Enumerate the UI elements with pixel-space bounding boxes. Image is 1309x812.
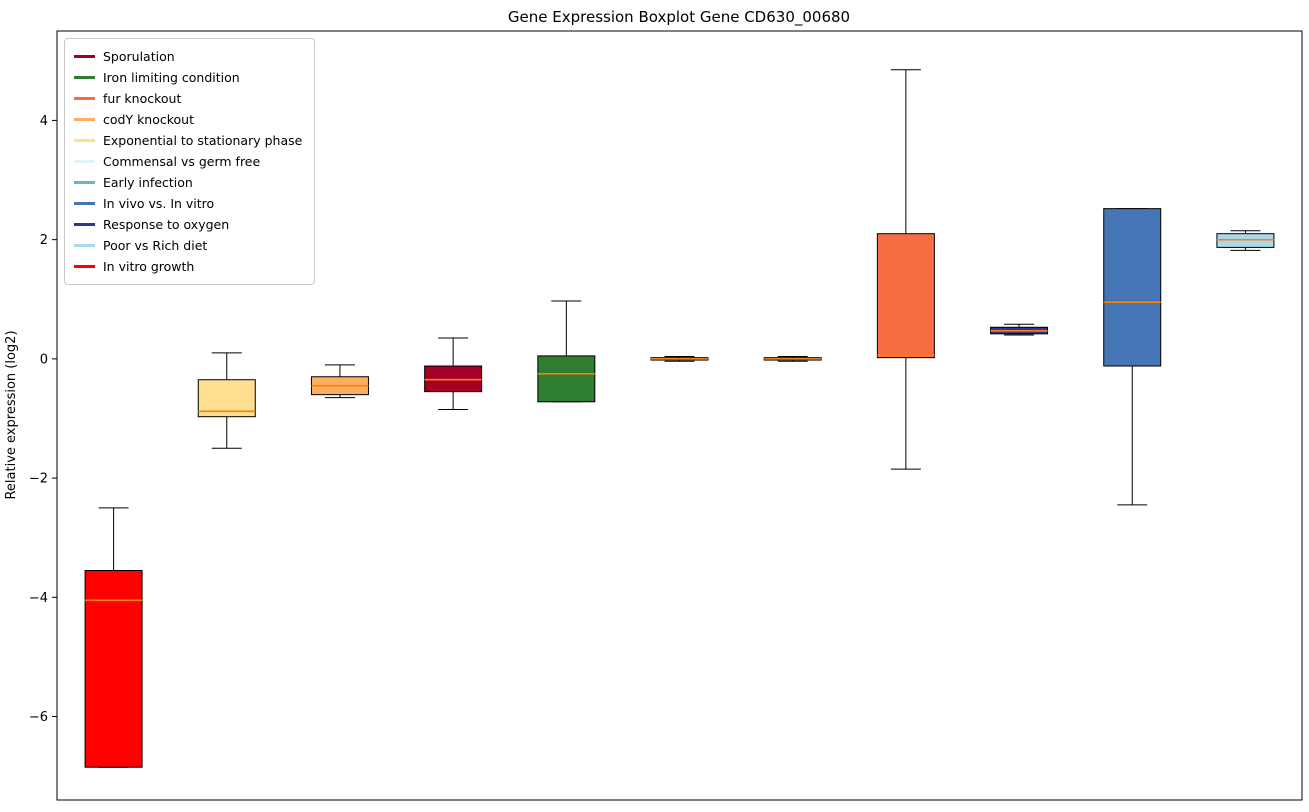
legend-label: codY knockout (103, 112, 195, 127)
legend-swatch (74, 96, 95, 101)
legend-label: Sporulation (103, 49, 175, 64)
legend-swatch (74, 180, 95, 185)
legend-item: codY knockout (74, 109, 302, 130)
box (424, 365, 483, 393)
legend-item: Poor vs Rich diet (74, 235, 302, 256)
chart-title: Gene Expression Boxplot Gene CD630_00680 (508, 8, 850, 27)
legend-item: Iron limiting condition (74, 67, 302, 88)
legend-label: In vitro growth (103, 259, 195, 274)
legend-swatch (74, 243, 95, 248)
box-sporulation (424, 337, 483, 411)
legend-label: Early infection (103, 175, 193, 190)
legend-item: In vitro growth (74, 256, 302, 277)
legend-swatch (74, 75, 95, 80)
y-tick-label: −4 (29, 591, 48, 606)
box-commensal-vs-germ-free (650, 355, 709, 362)
box-poor-vs-rich-diet (1216, 230, 1275, 251)
box (876, 233, 935, 359)
box (1216, 233, 1275, 248)
y-tick-label: 4 (40, 114, 48, 129)
legend-swatch (74, 54, 95, 59)
box-in-vitro-growth (84, 507, 143, 768)
legend-item: fur knockout (74, 88, 302, 109)
box-fur-knockout (876, 69, 935, 470)
y-tick-label: 0 (40, 352, 48, 367)
legend-item: Exponential to stationary phase (74, 130, 302, 151)
box-exponential-to-stationary-phase (197, 352, 256, 449)
legend-label: Poor vs Rich diet (103, 238, 208, 253)
legend-item: Commensal vs germ free (74, 151, 302, 172)
legend-item: Response to oxygen (74, 214, 302, 235)
legend-label: Iron limiting condition (103, 70, 240, 85)
legend-swatch (74, 117, 95, 122)
box (84, 569, 143, 768)
legend-label: fur knockout (103, 91, 182, 106)
legend-swatch (74, 264, 95, 269)
legend-swatch (74, 138, 95, 143)
y-tick-label: −6 (29, 710, 48, 725)
legend-item: Sporulation (74, 46, 302, 67)
legend-swatch (74, 201, 95, 206)
y-axis-label: Relative expression (log2) (4, 330, 19, 499)
box-early-infection (763, 355, 822, 362)
y-tick-label: −2 (29, 472, 48, 487)
legend: Sporulation Iron limiting condition fur kn… (64, 38, 316, 285)
box (537, 355, 596, 403)
legend-label: Response to oxygen (103, 217, 230, 232)
y-tick-label: 2 (40, 233, 48, 248)
legend-label: In vivo vs. In vitro (103, 196, 215, 211)
box (1103, 208, 1162, 367)
legend-label: Exponential to stationary phase (103, 133, 303, 148)
legend-item: In vivo vs. In vitro (74, 193, 302, 214)
legend-item: Early infection (74, 172, 302, 193)
legend-label: Commensal vs germ free (103, 154, 261, 169)
box-response-to-oxygen (990, 323, 1049, 336)
box-iron-limiting-condition (537, 300, 596, 403)
box-cody-knockout (310, 364, 369, 399)
legend-swatch (74, 159, 95, 164)
box-in-vivo-vs-in-vitro (1103, 208, 1162, 506)
axes-frame (56, 30, 1303, 801)
legend-swatch (74, 222, 95, 227)
